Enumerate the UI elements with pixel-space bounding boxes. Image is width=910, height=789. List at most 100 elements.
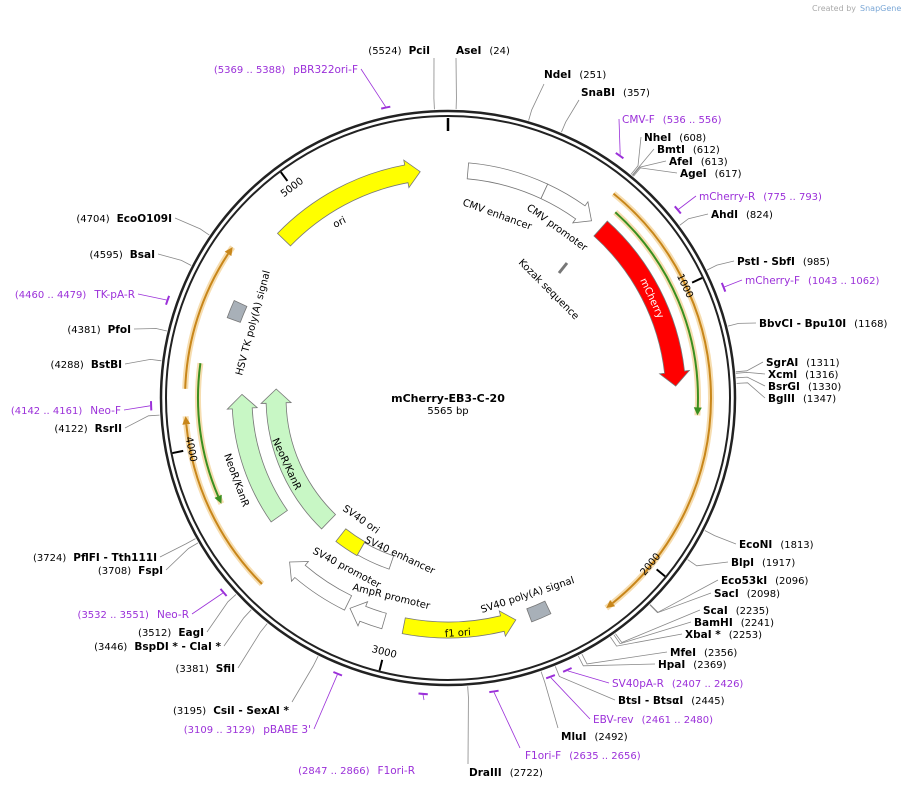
site-position: (2098) xyxy=(747,589,780,600)
site-leader xyxy=(610,633,683,647)
site-leader xyxy=(735,361,764,373)
site-leader xyxy=(649,592,712,614)
site-position: (2369) xyxy=(693,660,726,671)
site-position: (2253) xyxy=(729,630,762,641)
site-name: BstBI xyxy=(91,359,122,371)
ruler-tick xyxy=(280,171,289,182)
primer-name: TK-pA-R xyxy=(93,289,135,301)
primer-range: (536 .. 556) xyxy=(663,115,722,126)
primer-track-head xyxy=(214,494,222,504)
site-name: SfiI xyxy=(216,663,235,675)
site-leader xyxy=(554,666,616,701)
site-name: MluI xyxy=(561,731,586,743)
site-position: (2492) xyxy=(594,732,627,743)
sv40-ori xyxy=(335,528,366,557)
neor-arrow xyxy=(226,393,288,523)
site-label: (4595) BsaI xyxy=(89,249,155,261)
site-position: (1813) xyxy=(780,540,813,551)
primer-track xyxy=(611,192,712,604)
site-position: (2241) xyxy=(741,618,774,629)
site-position: (824) xyxy=(746,210,773,221)
site-position: (1168) xyxy=(854,319,887,330)
primer-track xyxy=(196,363,220,497)
site-position: (24) xyxy=(489,46,510,57)
credit-prefix: Created by xyxy=(812,4,856,13)
site-leader xyxy=(561,99,580,133)
site-label: (5524) PciI xyxy=(368,45,430,57)
site-name: BglII xyxy=(768,393,795,405)
primer-label: (3532 .. 3551) Neo-R xyxy=(78,609,189,621)
site-name: BsrGI xyxy=(768,381,800,393)
site-leader xyxy=(223,609,252,647)
site-label: XcmI (1316) xyxy=(768,369,839,381)
site-label: (3381) SfiI xyxy=(175,663,235,675)
primer-name: EBV-rev xyxy=(593,714,634,726)
site-name: MfeI xyxy=(670,647,696,659)
site-label: BbvCI - Bpu10I (1168) xyxy=(759,318,888,330)
primer-track xyxy=(185,424,263,585)
plasmid-length: 5565 bp xyxy=(427,406,468,417)
site-leader xyxy=(631,148,655,176)
site-leader xyxy=(736,376,766,387)
backbone-outer xyxy=(159,109,737,687)
primer-range: (3109 .. 3129) xyxy=(184,725,256,736)
site-leader xyxy=(727,322,757,327)
site-leader xyxy=(467,686,469,765)
primer-leader xyxy=(678,195,697,210)
site-label: SgrAI (1311) xyxy=(766,357,840,369)
site-leader xyxy=(433,57,435,110)
site-label: AgeI (617) xyxy=(680,168,742,180)
site-label: BlpI (1917) xyxy=(731,557,795,569)
site-name: BsaI xyxy=(130,249,155,261)
site-label: BtsI - BtsαI (2445) xyxy=(618,695,725,707)
plasmid-name: mCherry-EB3-C-20 xyxy=(391,392,505,405)
site-leader xyxy=(735,371,766,375)
primer-leader xyxy=(191,592,223,615)
primer-label: F1ori-F (2635 .. 2656) xyxy=(525,750,641,762)
site-name: BbvCI - Bpu10I xyxy=(759,318,846,330)
primer-label: mCherry-F (1043 .. 1062) xyxy=(745,275,879,287)
cmv-promoter xyxy=(540,183,592,224)
primer-leader xyxy=(123,405,151,411)
site-leader xyxy=(174,217,210,236)
primer-leader xyxy=(137,293,167,301)
kozak xyxy=(557,262,569,274)
primer-label: mCherry-R (775 .. 793) xyxy=(699,191,822,203)
primer-mark xyxy=(615,152,624,160)
site-leader xyxy=(704,530,737,545)
features xyxy=(123,57,766,765)
site-leader xyxy=(581,651,668,665)
site-label: SacI (2098) xyxy=(714,588,780,600)
site-label: (4122) RsrII xyxy=(54,423,122,435)
primer-name: F1ori-R xyxy=(378,765,415,777)
site-position: (4122) xyxy=(54,424,87,435)
site-name: SacI xyxy=(714,588,739,600)
ori-arrow xyxy=(276,159,421,247)
site-position: (2235) xyxy=(736,606,769,617)
primer-mark xyxy=(219,588,228,597)
site-name: AfeI xyxy=(669,156,693,168)
site-leader xyxy=(633,167,678,177)
ruler-tick xyxy=(691,277,703,284)
site-name: BtsI - BtsαI xyxy=(618,695,683,707)
site-leader xyxy=(540,671,559,729)
primer-label: CMV-F (536 .. 556) xyxy=(622,114,722,126)
primer-track-head xyxy=(182,416,191,425)
site-name: XcmI xyxy=(768,369,797,381)
site-position: (3446) xyxy=(94,642,127,653)
primer-name: Neo-R xyxy=(157,609,189,621)
site-label: AfeI (613) xyxy=(669,156,728,168)
credit: Created by SnapGene xyxy=(812,4,901,13)
site-name: EcoNI xyxy=(739,539,772,551)
primer-mark xyxy=(720,282,727,292)
primer-mark xyxy=(380,105,391,110)
site-position: (4381) xyxy=(67,325,100,336)
site-name: PstI - SbfI xyxy=(737,256,795,268)
site-label: MfeI (2356) xyxy=(670,647,737,659)
site-name: BlpI xyxy=(731,557,754,569)
hsv-tk-polya xyxy=(226,299,248,323)
primer-track-head xyxy=(693,407,702,416)
site-position: (2722) xyxy=(510,768,543,779)
site-leader xyxy=(687,559,729,567)
